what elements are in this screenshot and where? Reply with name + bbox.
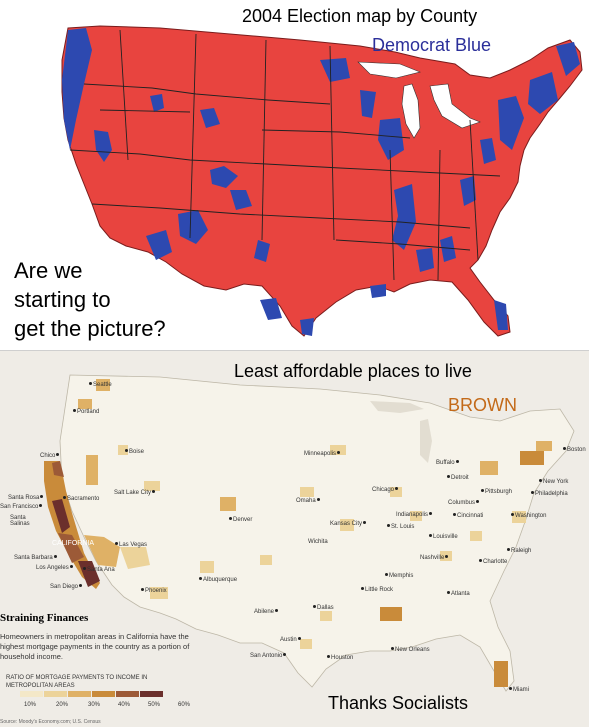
affordability-map-title: Least affordable places to live xyxy=(234,361,472,381)
city-label: Memphis xyxy=(384,573,413,579)
lake-superior xyxy=(357,61,421,79)
city-label: Dallas xyxy=(312,605,334,611)
city-label: Albuquerque xyxy=(198,577,237,583)
city-label: Santa Salinas xyxy=(10,515,30,527)
city-label: Santa Ana xyxy=(82,567,115,573)
legend-tick: 30% xyxy=(88,702,101,708)
city-label: Phoenix xyxy=(140,588,167,594)
affordability-map-panel: Least affordable places to live BROWN Se… xyxy=(0,351,589,727)
california-shading xyxy=(44,461,150,589)
city-label: Detroit xyxy=(446,475,469,481)
city-label: Los Angeles xyxy=(36,565,74,571)
thanks-socialists-caption: Thanks Socialists xyxy=(328,693,469,713)
affordability-map xyxy=(44,374,575,692)
city-label: New Orleans xyxy=(390,647,430,653)
city-label: San Francisco xyxy=(0,504,43,510)
city-label: Seattle xyxy=(88,382,112,388)
city-label: Sacramento xyxy=(62,496,99,502)
lake-michigan xyxy=(401,83,421,139)
city-label: Buffalo xyxy=(436,460,460,466)
city-dot xyxy=(89,382,92,386)
california-label: CALIFORNIA xyxy=(52,540,95,547)
city-label: Nashville xyxy=(420,555,449,561)
city-label: Houston xyxy=(326,655,353,661)
lake-huron-erie xyxy=(429,83,481,129)
city-label: Wichita xyxy=(308,539,328,545)
legend-description: Homeowners in metropolitan areas in Cali… xyxy=(0,632,190,661)
city-label: Abilene xyxy=(254,609,279,615)
city-label: San Diego xyxy=(50,584,83,590)
election-map xyxy=(61,25,583,337)
legend-tick: 10% xyxy=(24,702,37,708)
city-label: Raleigh xyxy=(506,548,531,554)
lake-superior-bottom xyxy=(370,401,424,413)
city-label: St. Louis xyxy=(386,524,414,530)
caption-line-3: get the picture? xyxy=(14,316,166,341)
caption-line-1: Are we xyxy=(14,258,83,283)
city-label: Portland xyxy=(72,409,99,415)
election-map-title: 2004 Election map by County xyxy=(242,6,478,26)
legend-swatch xyxy=(44,691,67,697)
lake-michigan-bottom xyxy=(420,419,432,463)
legend-title: Straining Finances xyxy=(0,612,89,624)
city-label: Washington xyxy=(510,513,546,519)
city-label: Cincinnati xyxy=(452,513,483,519)
city-label: Atlanta xyxy=(446,591,470,597)
democrat-blue-label: Democrat Blue xyxy=(372,35,492,55)
city-label: Boston xyxy=(562,447,586,453)
us-landmass-base xyxy=(59,374,575,692)
city-label: San Antonio xyxy=(250,653,287,659)
legend-swatch xyxy=(140,691,163,697)
caption-question: Are we starting to get the picture? xyxy=(14,256,214,343)
city-label: Omaha xyxy=(296,498,321,504)
city-label: Columbus xyxy=(448,500,480,506)
legend-tick: 50% xyxy=(148,702,161,708)
state-borders xyxy=(69,29,501,281)
election-map-panel: 2004 Election map by County Democrat Blu… xyxy=(0,0,589,350)
city-label: Las Vegas xyxy=(114,542,147,548)
city-label: Charlotte xyxy=(478,559,507,565)
city-label: Denver xyxy=(228,517,252,523)
panel-divider xyxy=(0,350,589,351)
legend-swatch xyxy=(116,691,139,697)
legend-swatch xyxy=(92,691,115,697)
legend-tick: 20% xyxy=(56,702,69,708)
city-label: Chicago xyxy=(372,487,399,493)
city-label: Salt Lake City xyxy=(114,490,156,496)
caption-line-2: starting to xyxy=(14,287,111,312)
city-label: Minneapolis xyxy=(304,451,341,457)
legend-swatch xyxy=(20,691,43,697)
legend-source: Source: Moody's Economy.com; U.S. Census xyxy=(0,719,101,725)
city-label: Pittsburgh xyxy=(480,489,512,495)
city-label: Boise xyxy=(124,449,144,455)
democrat-counties xyxy=(62,28,580,336)
legend-ratio-label: RATIO OF MORTGAGE PAYMENTS TO INCOME IN … xyxy=(6,675,148,689)
legend-swatch xyxy=(68,691,91,697)
city-label: Indianapolis xyxy=(396,512,433,518)
city-label: Austin xyxy=(280,637,302,643)
city-label: Little Rock xyxy=(360,587,393,593)
legend-tick: 60% xyxy=(178,702,191,708)
city-label: Chico xyxy=(40,453,60,459)
city-label: New York xyxy=(538,479,568,485)
city-label: Kansas City xyxy=(330,521,367,527)
city-label: Santa Rosa xyxy=(8,495,44,501)
city-label: Santa Barbara xyxy=(14,555,58,561)
legend-tick: 40% xyxy=(118,702,131,708)
city-label: Miami xyxy=(508,687,529,693)
city-label: Louisville xyxy=(428,534,458,540)
brown-label: BROWN xyxy=(448,395,517,415)
city-label: Philadelphia xyxy=(530,491,568,497)
